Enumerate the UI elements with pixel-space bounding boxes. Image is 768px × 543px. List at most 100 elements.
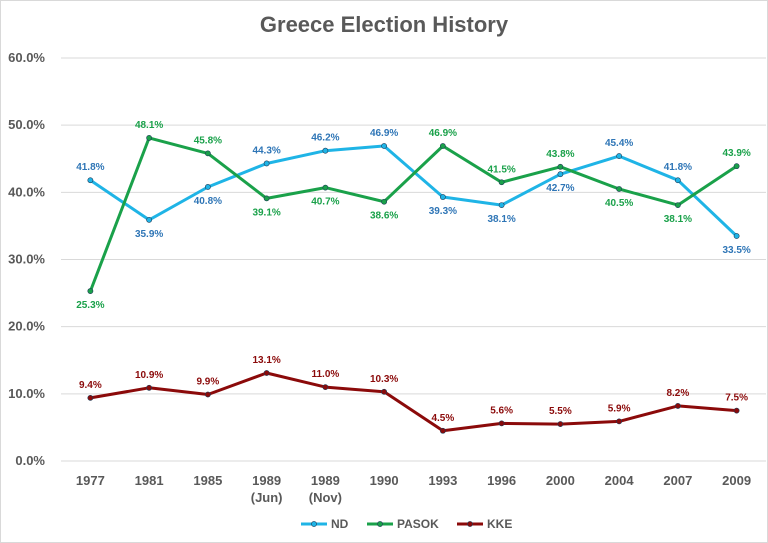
data-label-nd: 42.7% [546, 183, 574, 194]
x-tick-label: 2000 [546, 473, 575, 488]
data-point-nd [498, 202, 505, 208]
data-point-pasok [381, 198, 388, 205]
data-label-pasok: 41.5% [487, 164, 515, 175]
y-tick-label: 10.0% [8, 386, 45, 401]
data-label-pasok: 43.9% [722, 148, 750, 159]
chart-title: Greece Election History [260, 12, 509, 37]
data-point-kke [381, 388, 388, 395]
data-point-kke [674, 403, 681, 409]
x-tick-label: 2004 [605, 473, 635, 488]
x-tick-label: 1985 [193, 473, 222, 488]
data-point-pasok [204, 150, 211, 157]
data-point-nd [146, 216, 153, 223]
data-label-kke: 4.5% [431, 413, 454, 424]
data-label-kke: 5.5% [549, 406, 572, 417]
data-point-pasok [733, 163, 740, 170]
data-point-pasok [87, 288, 94, 294]
y-tick-label: 30.0% [8, 252, 45, 267]
data-label-nd: 38.1% [487, 214, 515, 225]
x-tick-label: 1989 (Jun) [251, 473, 283, 505]
data-point-nd [616, 153, 623, 159]
data-point-pasok [322, 184, 329, 191]
data-point-kke [263, 370, 270, 376]
data-point-pasok [557, 163, 564, 170]
data-point-kke [146, 384, 153, 391]
data-point-nd [381, 143, 388, 149]
data-label-pasok: 45.8% [194, 135, 222, 146]
data-label-pasok: 40.5% [605, 198, 633, 209]
data-labels: 41.8% 25.3% 9.4% 35.9% 48.1% 10.9% 40.8% 45.8% 9… [76, 120, 751, 424]
data-label-kke: 11.0% [311, 369, 339, 380]
data-label-pasok: 38.1% [664, 214, 692, 225]
legend-label-nd: ND [331, 517, 349, 531]
series-lines [87, 135, 740, 434]
y-tick-label: 20.0% [8, 319, 45, 334]
series-line-pasok [88, 136, 739, 293]
y-tick-label: 40.0% [8, 184, 45, 199]
data-label-kke: 10.9% [135, 370, 163, 381]
data-point-kke [204, 391, 211, 398]
data-point-kke [439, 427, 446, 434]
data-label-kke: 5.6% [490, 405, 513, 416]
data-label-kke: 8.2% [666, 388, 689, 399]
legend-marker-pasok [377, 521, 383, 527]
legend-label-pasok: PASOK [397, 517, 439, 531]
x-tick-label: 1977 [76, 473, 105, 488]
data-label-pasok: 46.9% [429, 128, 457, 139]
legend-label-kke: KKE [487, 517, 512, 531]
data-point-nd [204, 184, 211, 190]
data-label-pasok: 48.1% [135, 120, 163, 131]
y-tick-label: 50.0% [8, 117, 45, 132]
data-point-nd [87, 177, 94, 184]
data-point-pasok [616, 186, 623, 192]
data-point-nd [263, 160, 270, 167]
data-label-kke: 13.1% [252, 355, 280, 366]
data-point-kke [322, 384, 329, 391]
data-label-pasok: 43.8% [546, 149, 574, 160]
gridlines [61, 57, 766, 462]
data-label-nd: 41.8% [664, 162, 692, 173]
data-label-nd: 45.4% [605, 138, 633, 149]
x-tick-label: 1990 [370, 473, 399, 488]
data-point-nd [439, 194, 446, 200]
data-label-nd: 39.3% [429, 206, 457, 217]
y-axis-ticks: 0.0% 10.0% 20.0% 30.0% 40.0% 50.0% 60.0% [8, 50, 45, 468]
x-tick-label: 2009 [722, 473, 751, 488]
series-line-nd [88, 144, 739, 238]
data-point-kke [616, 418, 623, 425]
data-point-kke [733, 407, 740, 414]
x-tick-label: 1996 [487, 473, 516, 488]
data-label-nd: 35.9% [135, 229, 163, 240]
data-label-kke: 7.5% [725, 393, 748, 404]
legend: ND PASOK KKE [301, 517, 512, 531]
data-label-pasok: 40.7% [311, 197, 339, 208]
data-point-nd [322, 147, 329, 154]
data-label-pasok: 25.3% [76, 300, 104, 311]
data-point-pasok [439, 143, 446, 149]
data-label-kke: 5.9% [608, 403, 631, 414]
data-label-nd: 41.8% [76, 162, 104, 173]
x-tick-label: 2007 [663, 473, 692, 488]
data-point-nd [557, 171, 564, 178]
data-label-kke: 9.4% [79, 380, 102, 391]
data-label-pasok: 38.6% [370, 211, 398, 222]
data-point-nd [674, 177, 681, 184]
x-tick-label: 1993 [428, 473, 457, 488]
x-tick-label: 1989 (Nov) [309, 473, 342, 505]
data-point-kke [498, 420, 505, 427]
y-tick-label: 0.0% [15, 453, 45, 468]
data-label-nd: 44.3% [252, 145, 280, 156]
data-point-pasok [498, 179, 505, 186]
data-point-kke [87, 394, 94, 401]
data-label-nd: 33.5% [722, 245, 750, 256]
data-point-nd [733, 233, 740, 239]
x-tick-label: 1981 [135, 473, 164, 488]
data-point-kke [557, 421, 564, 427]
data-point-pasok [263, 195, 270, 202]
data-point-pasok [674, 202, 681, 208]
data-label-nd: 46.9% [370, 128, 398, 139]
data-label-kke: 9.9% [196, 377, 219, 388]
data-label-nd: 46.2% [311, 133, 339, 144]
